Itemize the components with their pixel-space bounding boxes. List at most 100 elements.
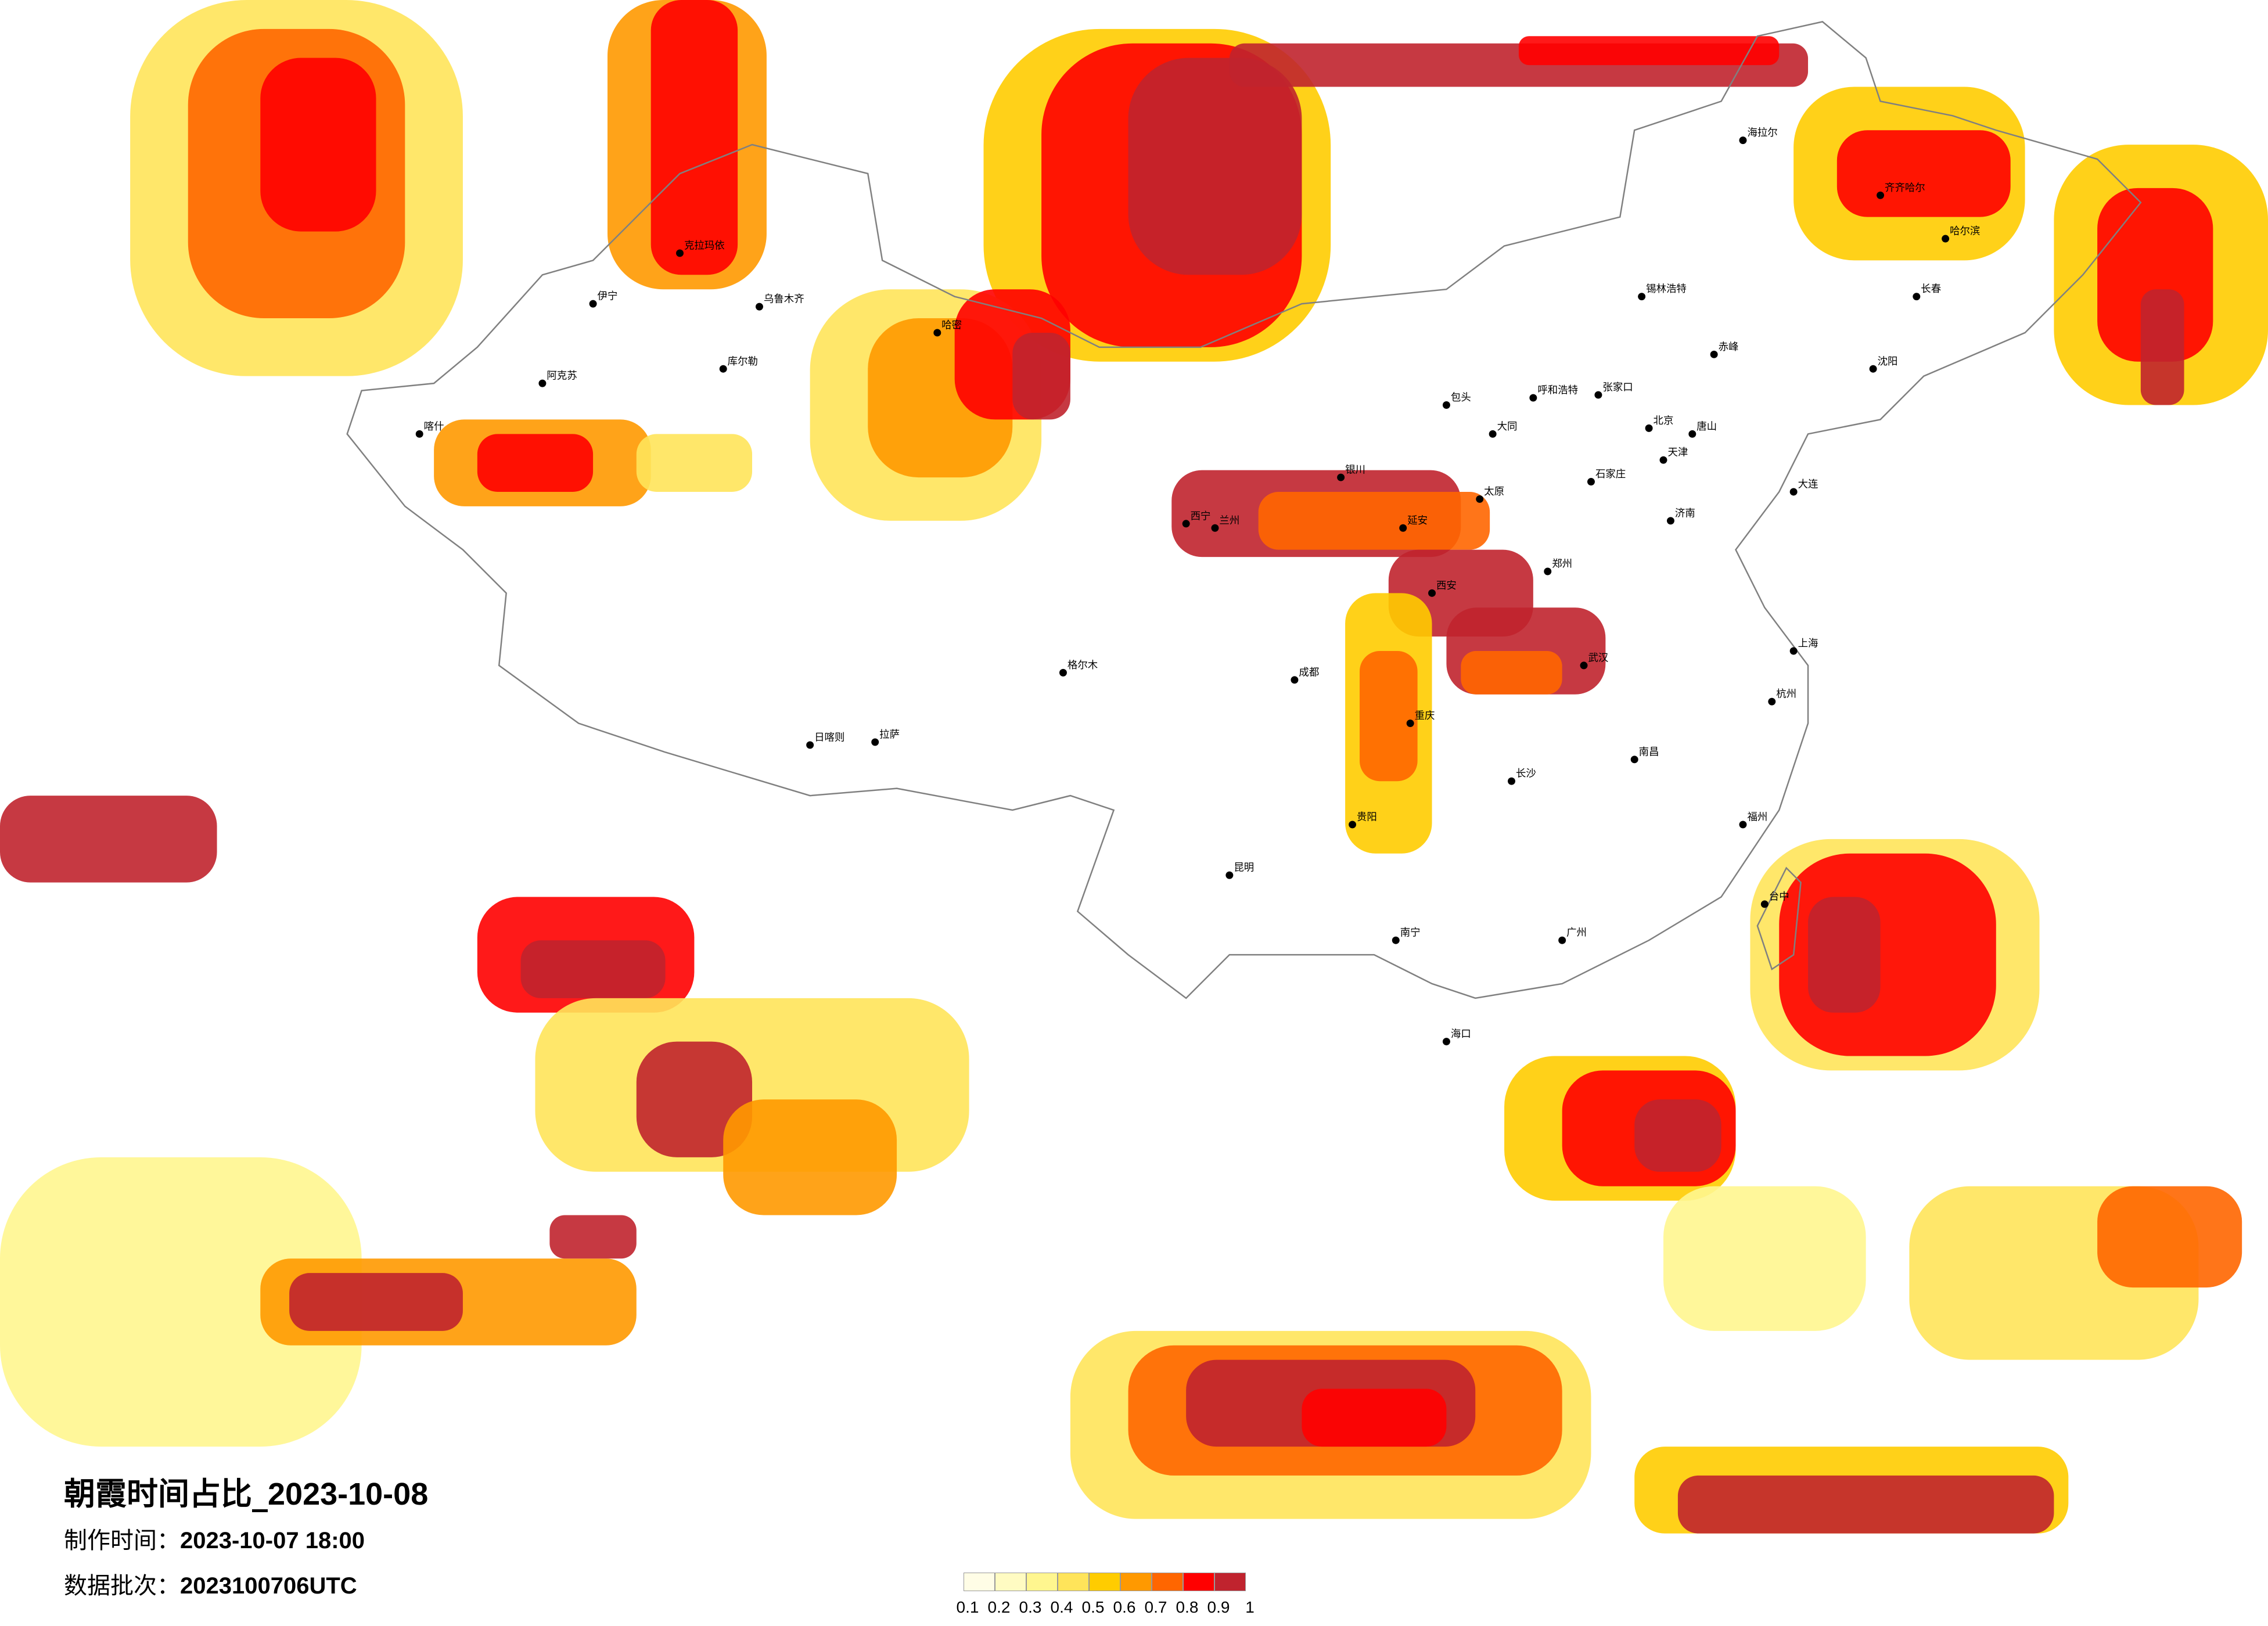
legend-tick: 0.7 — [1144, 1598, 1167, 1616]
city-label: 台中 — [1769, 891, 1789, 902]
raster-cell — [1128, 57, 1302, 275]
city-label: 贵阳 — [1357, 811, 1377, 823]
raster-cell — [650, 0, 738, 275]
city-dot — [1869, 365, 1877, 373]
city-dot — [1406, 720, 1414, 728]
probability-raster — [0, 0, 2268, 1534]
city-dot — [871, 738, 879, 746]
legend-tick: 0.1 — [956, 1598, 979, 1616]
raster-cell — [636, 1041, 753, 1157]
city-dot — [1666, 517, 1674, 525]
city-label: 成都 — [1299, 667, 1319, 678]
raster-cell — [520, 940, 666, 998]
city-dot — [1442, 1038, 1450, 1046]
city-label: 张家口 — [1602, 382, 1633, 394]
city-label: 喀什 — [424, 421, 444, 433]
city-dot — [1739, 821, 1747, 829]
map-title: 朝霞时间占比_2023-10-08 — [64, 1475, 429, 1512]
city-label: 乌鲁木齐 — [764, 294, 804, 305]
city-label: 兰州 — [1219, 515, 1239, 527]
city-dot — [589, 300, 597, 308]
raster-cell — [0, 796, 217, 883]
city-dot — [1594, 391, 1602, 399]
city-label: 锡林浩特 — [1646, 283, 1687, 295]
legend-tick: 1 — [1245, 1598, 1255, 1616]
raster-cell — [1258, 491, 1490, 550]
city-label: 杭州 — [1776, 689, 1796, 700]
city-dot — [1225, 871, 1234, 879]
city-dot — [1659, 456, 1667, 464]
legend-tick: 0.2 — [987, 1598, 1011, 1616]
raster-cell — [1461, 650, 1562, 695]
legend-tick: 0.3 — [1019, 1598, 1042, 1616]
color-legend — [964, 1573, 1246, 1591]
legend-swatch — [995, 1573, 1026, 1591]
city-markers: 北京天津石家庄太原呼和浩特包头张家口济南郑州西安银川兰州西宁拉萨日喀则乌鲁木齐哈… — [415, 127, 1980, 1046]
city-label: 银川 — [1345, 465, 1365, 476]
raster-cell — [723, 1099, 897, 1215]
legend-swatch — [1026, 1573, 1058, 1591]
raster-cell — [260, 57, 376, 232]
raster-cell — [1518, 36, 1780, 66]
city-label: 长沙 — [1516, 768, 1536, 780]
city-dot — [1710, 350, 1718, 358]
city-dot — [1059, 668, 1067, 677]
city-label: 库尔勒 — [728, 356, 758, 368]
city-dot — [1587, 478, 1595, 486]
city-dot — [1638, 293, 1646, 301]
city-dot — [1789, 647, 1798, 655]
raster-cell — [0, 1157, 362, 1447]
raster-cell — [289, 1273, 463, 1331]
city-dot — [1768, 697, 1776, 706]
raster-cell — [1634, 1099, 1721, 1172]
boundary-line — [346, 21, 2142, 999]
city-dot — [1558, 936, 1566, 944]
city-dot — [1760, 900, 1769, 908]
legend-swatch — [1152, 1573, 1183, 1591]
city-dot — [933, 329, 941, 337]
boundary-line — [1756, 866, 1802, 970]
city-label: 哈密 — [941, 319, 962, 331]
city-label: 延安 — [1407, 515, 1428, 527]
city-label: 长春 — [1921, 283, 1941, 295]
raster-cell — [477, 434, 594, 492]
city-label: 海拉尔 — [1747, 127, 1777, 139]
city-dot — [1337, 473, 1345, 481]
legend-tick: 0.6 — [1113, 1598, 1136, 1616]
legend-tick: 0.5 — [1081, 1598, 1105, 1616]
city-label: 海口 — [1451, 1028, 1471, 1040]
city-label: 伊宁 — [598, 291, 618, 303]
city-dot — [756, 303, 763, 311]
city-label: 格尔木 — [1067, 660, 1098, 671]
raster-cell — [1808, 897, 1881, 1013]
raster-cell — [1836, 130, 2011, 217]
city-label: 南宁 — [1400, 927, 1421, 939]
city-label: 南昌 — [1639, 746, 1659, 758]
city-dot — [1877, 191, 1885, 199]
city-label: 阿克苏 — [547, 370, 577, 382]
city-dot — [1291, 676, 1299, 684]
city-dot — [1580, 661, 1588, 670]
city-label: 西安 — [1436, 580, 1457, 592]
raster-cell — [1360, 650, 1418, 782]
city-dot — [1489, 430, 1497, 438]
city-dot — [415, 430, 423, 438]
city-label: 西宁 — [1191, 510, 1211, 522]
city-dot — [1211, 524, 1219, 532]
city-label: 昆明 — [1234, 862, 1254, 874]
city-label: 郑州 — [1552, 559, 1572, 570]
raster-cell — [636, 434, 753, 492]
city-label: 广州 — [1566, 927, 1587, 939]
raster-cell — [2097, 1186, 2242, 1288]
raster-cell — [1663, 1186, 1866, 1331]
city-dot — [1508, 777, 1515, 785]
city-label: 天津 — [1667, 447, 1688, 459]
legend-tick: 0.8 — [1176, 1598, 1199, 1616]
city-label: 石家庄 — [1595, 469, 1626, 480]
legend-swatch — [1183, 1573, 1214, 1591]
city-dot — [538, 379, 547, 387]
city-label: 齐齐哈尔 — [1885, 182, 1925, 194]
raster-cell — [1302, 1388, 1447, 1447]
raster-cell — [1677, 1475, 2054, 1534]
city-label: 赤峰 — [1719, 341, 1739, 353]
